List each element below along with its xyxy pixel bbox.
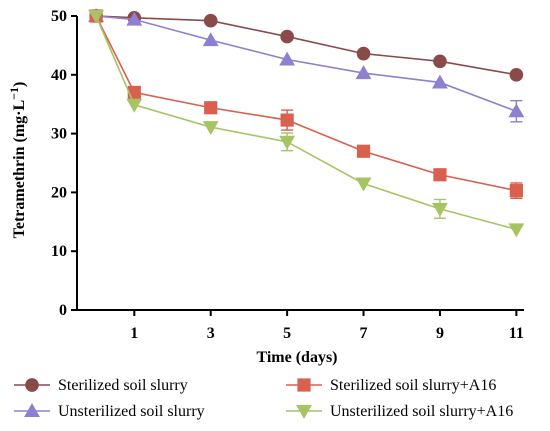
y-axis-title-close: ) bbox=[11, 82, 28, 87]
legend: Sterilized soil slurry Unsterilized soil … bbox=[14, 377, 513, 420]
data-point bbox=[202, 121, 219, 136]
y-tick-label: 40 bbox=[51, 67, 67, 84]
data-point bbox=[126, 98, 143, 113]
data-point bbox=[432, 74, 448, 89]
y-axis-title: Tetramethrin (mg·L−1) bbox=[7, 82, 28, 239]
data-point bbox=[509, 67, 524, 82]
data-point bbox=[356, 144, 371, 158]
legend-marker bbox=[25, 378, 39, 392]
legend-item: Unsterilized soil slurry bbox=[14, 403, 205, 420]
x-tick-label: 3 bbox=[207, 325, 215, 342]
x-tick-label: 11 bbox=[509, 325, 524, 342]
x-tick-label: 7 bbox=[360, 325, 368, 342]
legend-marker bbox=[297, 378, 311, 392]
y-tick-label: 10 bbox=[51, 243, 67, 260]
data-point bbox=[355, 177, 372, 192]
data-point bbox=[433, 168, 447, 182]
series-3 bbox=[89, 9, 523, 199]
x-axis-title: Time (days) bbox=[256, 349, 337, 366]
series-1 bbox=[89, 9, 524, 82]
data-point bbox=[279, 135, 296, 150]
legend-label: Unsterilized soil slurry+A16 bbox=[330, 403, 513, 420]
data-point bbox=[355, 65, 372, 80]
axes: 0 10 20 30 40 50 1 3 5 7 9 11 bbox=[51, 8, 524, 342]
y-axis-title-main: Tetramethrin (mg·L bbox=[11, 100, 28, 239]
legend-marker bbox=[296, 404, 312, 419]
data-point bbox=[280, 113, 294, 127]
x-tick-label: 1 bbox=[130, 325, 138, 342]
data-point bbox=[280, 29, 294, 44]
data-point bbox=[433, 54, 447, 69]
legend-label: Unsterilized soil slurry bbox=[58, 403, 205, 420]
data-point bbox=[509, 184, 523, 198]
data-point bbox=[126, 11, 143, 26]
y-tick-label: 50 bbox=[51, 8, 67, 25]
legend-label: Sterilized soil slurry+A16 bbox=[330, 377, 496, 394]
x-tick-label: 9 bbox=[436, 325, 444, 342]
series-line bbox=[96, 15, 517, 76]
x-tick-label: 5 bbox=[283, 325, 291, 342]
data-point bbox=[88, 9, 105, 24]
y-tick-label: 30 bbox=[51, 126, 67, 143]
data-point bbox=[356, 46, 371, 61]
data-point bbox=[204, 101, 218, 115]
series-line bbox=[95, 15, 517, 231]
legend-item: Sterilized soil slurry+A16 bbox=[286, 377, 496, 394]
data-point bbox=[279, 51, 296, 66]
y-axis-title-superscript: −1 bbox=[7, 87, 21, 100]
series-line bbox=[95, 15, 517, 192]
data-point bbox=[508, 103, 525, 118]
legend-label: Sterilized soil slurry bbox=[58, 377, 188, 394]
legend-marker bbox=[24, 403, 40, 418]
legend-item: Sterilized soil slurry bbox=[14, 377, 188, 394]
y-tick-label: 0 bbox=[59, 302, 67, 319]
legend-item: Unsterilized soil slurry+A16 bbox=[286, 403, 513, 420]
data-point bbox=[432, 202, 448, 217]
y-tick-label: 20 bbox=[51, 184, 67, 201]
series-4 bbox=[88, 9, 525, 238]
data-point bbox=[508, 223, 525, 238]
series-layer bbox=[88, 8, 525, 238]
data-point bbox=[202, 32, 219, 47]
data-point bbox=[203, 13, 218, 28]
